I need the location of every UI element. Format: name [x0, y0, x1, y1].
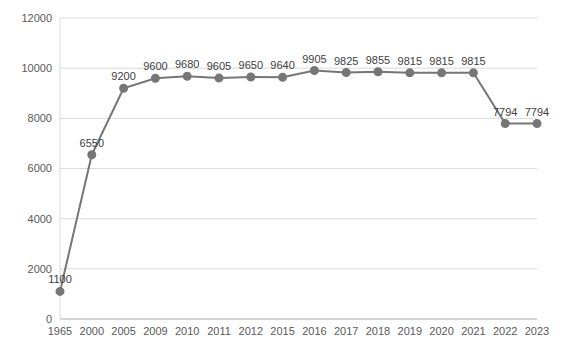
svg-text:2009: 2009	[143, 325, 167, 337]
svg-text:7794: 7794	[525, 106, 549, 118]
svg-text:2022: 2022	[493, 325, 517, 337]
svg-text:8000: 8000	[28, 112, 52, 124]
svg-text:6550: 6550	[80, 137, 104, 149]
svg-text:2000: 2000	[80, 325, 104, 337]
svg-text:9855: 9855	[366, 54, 390, 66]
svg-text:9905: 9905	[302, 53, 326, 65]
svg-text:9650: 9650	[239, 59, 263, 71]
svg-text:2021: 2021	[461, 325, 485, 337]
svg-text:9680: 9680	[175, 58, 199, 70]
svg-text:4000: 4000	[28, 213, 52, 225]
svg-text:9815: 9815	[429, 55, 453, 67]
svg-text:10000: 10000	[21, 62, 52, 74]
svg-text:9815: 9815	[461, 55, 485, 67]
svg-text:9640: 9640	[270, 59, 294, 71]
svg-text:2010: 2010	[175, 325, 199, 337]
svg-text:1100: 1100	[48, 273, 72, 285]
svg-text:7794: 7794	[493, 106, 517, 118]
svg-text:2019: 2019	[398, 325, 422, 337]
svg-text:2017: 2017	[334, 325, 358, 337]
svg-text:2018: 2018	[366, 325, 390, 337]
svg-text:9605: 9605	[207, 60, 231, 72]
svg-text:2012: 2012	[239, 325, 263, 337]
svg-text:2005: 2005	[111, 325, 135, 337]
svg-text:2016: 2016	[302, 325, 326, 337]
svg-text:0: 0	[46, 313, 52, 325]
svg-text:12000: 12000	[21, 12, 52, 24]
svg-text:1965: 1965	[48, 325, 72, 337]
svg-text:9600: 9600	[143, 60, 167, 72]
svg-text:9825: 9825	[334, 55, 358, 67]
svg-text:2023: 2023	[525, 325, 549, 337]
svg-text:6000: 6000	[28, 162, 52, 174]
svg-text:9815: 9815	[398, 55, 422, 67]
svg-text:2011: 2011	[207, 325, 231, 337]
svg-text:2015: 2015	[270, 325, 294, 337]
svg-text:9200: 9200	[111, 70, 135, 82]
svg-text:2020: 2020	[429, 325, 453, 337]
svg-text:2000: 2000	[27, 262, 52, 275]
